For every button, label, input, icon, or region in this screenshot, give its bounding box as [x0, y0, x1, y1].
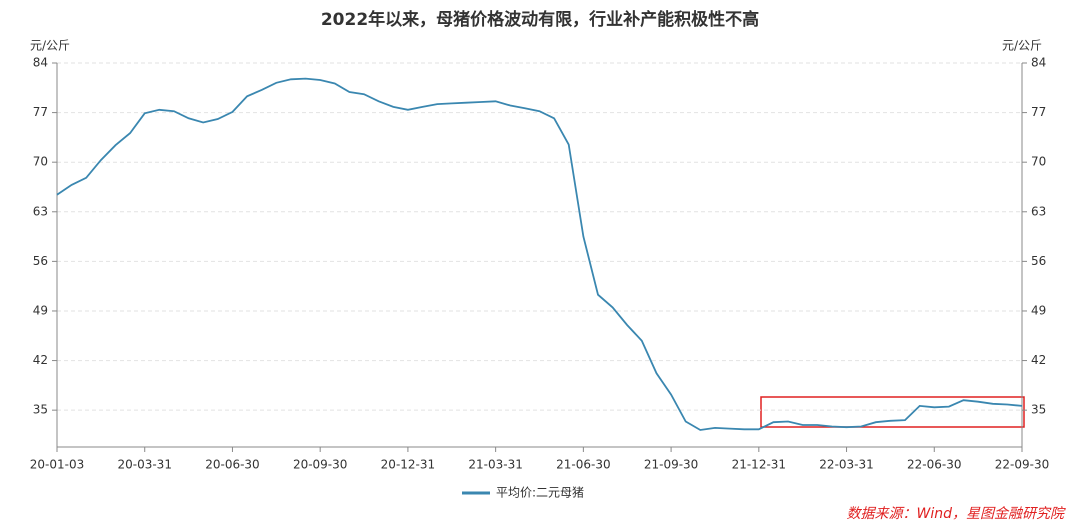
- y-tick-label: 77: [33, 105, 48, 119]
- x-tick-label: 20-06-30: [205, 458, 259, 472]
- x-tick-label: 21-12-31: [732, 458, 786, 472]
- y-tick-label: 63: [33, 204, 48, 218]
- x-tick-label: 20-03-31: [117, 458, 171, 472]
- x-tick-label: 21-06-30: [556, 458, 610, 472]
- y2-tick-label: 42: [1031, 353, 1046, 367]
- x-tick-label: 21-09-30: [644, 458, 698, 472]
- x-tick-label: 22-06-30: [907, 458, 961, 472]
- x-tick-label: 21-03-31: [468, 458, 522, 472]
- y2-tick-label: 35: [1031, 403, 1046, 417]
- x-tick-label: 20-09-30: [293, 458, 347, 472]
- x-tick-label: 20-12-31: [381, 458, 435, 472]
- y-tick-label: 84: [33, 56, 48, 70]
- series-line: [56, 77, 1023, 431]
- y2-tick-label: 49: [1031, 303, 1046, 317]
- y2-tick-label: 70: [1031, 155, 1046, 169]
- chart-title: 2022年以来，母猪价格波动有限，行业补产能积极性不高: [321, 9, 759, 30]
- x-tick-label: 22-03-31: [819, 458, 873, 472]
- y2-tick-label: 84: [1031, 56, 1046, 70]
- y2-tick-label: 56: [1031, 254, 1046, 268]
- x-tick-label: 20-01-03: [30, 458, 84, 472]
- y-tick-label: 70: [33, 155, 48, 169]
- y-tick-label: 35: [33, 403, 48, 417]
- y-axis-label: 元/公斤: [30, 39, 70, 53]
- legend-label: 平均价:二元母猪: [496, 486, 584, 500]
- highlight-box: [760, 396, 1025, 428]
- y2-tick-label: 63: [1031, 204, 1046, 218]
- y2-axis-label: 元/公斤: [1002, 39, 1042, 53]
- y2-tick-label: 77: [1031, 105, 1046, 119]
- y-tick-label: 49: [33, 303, 48, 317]
- source-note: 数据来源：Wind，星图金融研究院: [847, 506, 1066, 522]
- y-tick-label: 42: [33, 353, 48, 367]
- x-tick-label: 22-09-30: [995, 458, 1049, 472]
- y-tick-label: 56: [33, 254, 48, 268]
